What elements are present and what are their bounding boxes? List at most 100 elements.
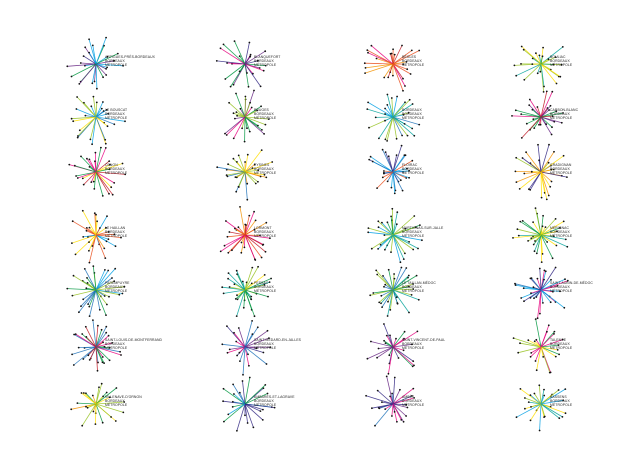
glyph-ray-endpoint [559, 227, 561, 229]
glyph-ray [383, 286, 394, 291]
glyph-ray [244, 110, 258, 118]
glyph-ray-endpoint [82, 236, 85, 238]
glyph-ray [540, 56, 543, 65]
glyph-ray [392, 344, 412, 348]
glyph-ray [540, 234, 553, 259]
glyph-ray [540, 346, 544, 357]
glyph-ray-endpoint [384, 283, 387, 286]
glyph-ray-endpoint [383, 285, 385, 288]
glyph-ray-endpoint [231, 249, 233, 252]
glyph-ray [539, 55, 542, 65]
glyph-ray-endpoint [235, 269, 238, 272]
glyph-ray-endpoint [91, 44, 94, 47]
glyph-ray-endpoint [554, 266, 557, 269]
glyph-ray [534, 234, 542, 252]
glyph-ray-endpoint [545, 123, 548, 126]
glyph-ray-endpoint [232, 83, 235, 86]
glyph-ray-endpoint [523, 172, 526, 175]
glyph-ray [392, 331, 418, 348]
glyph-ray [540, 331, 548, 348]
commune-subtitle: MÉTROPOLE [550, 345, 573, 350]
glyph-ray [242, 380, 246, 405]
glyph-ray-endpoint [369, 155, 372, 158]
glyph-label: BOULIAC BORDEAUX MÉTROPOLE [550, 55, 573, 67]
glyph-ray-endpoint [88, 305, 91, 308]
glyph-ray [392, 103, 413, 118]
glyph-ray-endpoint [227, 272, 230, 274]
commune-subtitle: BORDEAUX [550, 112, 570, 116]
glyph-ray [227, 234, 246, 238]
glyph-ray-endpoint [411, 343, 413, 346]
commune-name: TALENCE [550, 338, 567, 342]
glyph-ray [540, 63, 545, 87]
glyph-ray-endpoint [226, 175, 229, 178]
glyph-ray [378, 226, 394, 236]
glyph-ray-endpoint [246, 182, 249, 185]
glyph-ray-endpoint [413, 134, 416, 137]
glyph-ray [244, 154, 249, 173]
glyph-ray [244, 403, 261, 412]
glyph-ray [244, 384, 266, 405]
commune-glyph: BOULIAC BORDEAUX MÉTROPOLE [513, 45, 573, 93]
glyph-ray [516, 171, 542, 183]
glyph-ray [244, 289, 252, 300]
glyph-ray-endpoint [114, 420, 117, 422]
glyph-ray-endpoint [548, 143, 550, 146]
glyph-ray [244, 234, 256, 260]
glyph-ray [77, 171, 97, 179]
commune-name: VILLENAVE-D'ORNON [105, 395, 142, 399]
glyph-ray-endpoint [88, 315, 91, 317]
glyph-ray-endpoint [96, 87, 98, 90]
glyph-ray [529, 99, 542, 118]
glyph-ray-endpoint [542, 91, 545, 93]
glyph-ray-endpoint [266, 329, 269, 332]
glyph-ray [391, 97, 394, 118]
glyph-ray-endpoint [106, 303, 108, 306]
glyph-ray [95, 289, 107, 316]
glyph-ray-endpoint [418, 49, 421, 52]
glyph-ray-endpoint [386, 221, 389, 224]
glyph-ray [515, 109, 542, 118]
glyph-ray-endpoint [104, 269, 106, 271]
glyph-ray-endpoint [108, 396, 111, 399]
glyph-ray-endpoint [400, 144, 403, 147]
glyph-ray [244, 346, 249, 355]
glyph-ray-endpoint [97, 361, 99, 364]
glyph-ray-endpoint [239, 107, 242, 110]
glyph-ray-endpoint [264, 64, 267, 67]
glyph-ray-endpoint [238, 70, 241, 73]
glyph-ray-endpoint [72, 274, 75, 277]
glyph-ray-endpoint [78, 129, 81, 132]
glyph-ray-endpoint [518, 188, 521, 190]
glyph-ray-endpoint [393, 376, 396, 379]
glyph-ray-endpoint [552, 290, 554, 293]
glyph-ray-endpoint [251, 320, 254, 322]
glyph-ray-endpoint [88, 166, 91, 168]
glyph-ray-endpoint [90, 181, 93, 184]
glyph-ray [392, 116, 415, 137]
glyph-ray-endpoint [267, 295, 269, 298]
glyph-ray-endpoint [91, 394, 94, 397]
glyph-ray [390, 53, 394, 65]
glyph-ray [525, 151, 542, 173]
glyph-ray-endpoint [381, 148, 384, 151]
glyph-ray-endpoint [524, 397, 526, 399]
glyph-ray-endpoint [538, 123, 540, 126]
glyph-ray-endpoint [107, 238, 110, 241]
glyph-ray-endpoint [254, 182, 257, 185]
glyph-ray [392, 116, 403, 136]
glyph-ray-endpoint [82, 298, 85, 301]
glyph-ray-endpoint [402, 89, 404, 92]
glyph-ray-endpoint [107, 112, 109, 115]
commune-subtitle: MÉTROPOLE [105, 62, 128, 67]
commune-glyph: TALENCE BORDEAUX MÉTROPOLE [512, 318, 573, 374]
glyph-ray [392, 155, 397, 173]
glyph-ray [239, 206, 246, 236]
glyph-label: MARTIGNAS-SUR-JALLE BORDEAUX MÉTROPOLE [402, 226, 444, 238]
glyph-ray-endpoint [384, 151, 387, 154]
glyph-ray-endpoint [413, 215, 416, 217]
glyph-ray [540, 221, 564, 236]
glyph-ray-endpoint [418, 123, 421, 126]
commune-subtitle: MÉTROPOLE [105, 288, 128, 293]
glyph-ray [83, 171, 97, 185]
